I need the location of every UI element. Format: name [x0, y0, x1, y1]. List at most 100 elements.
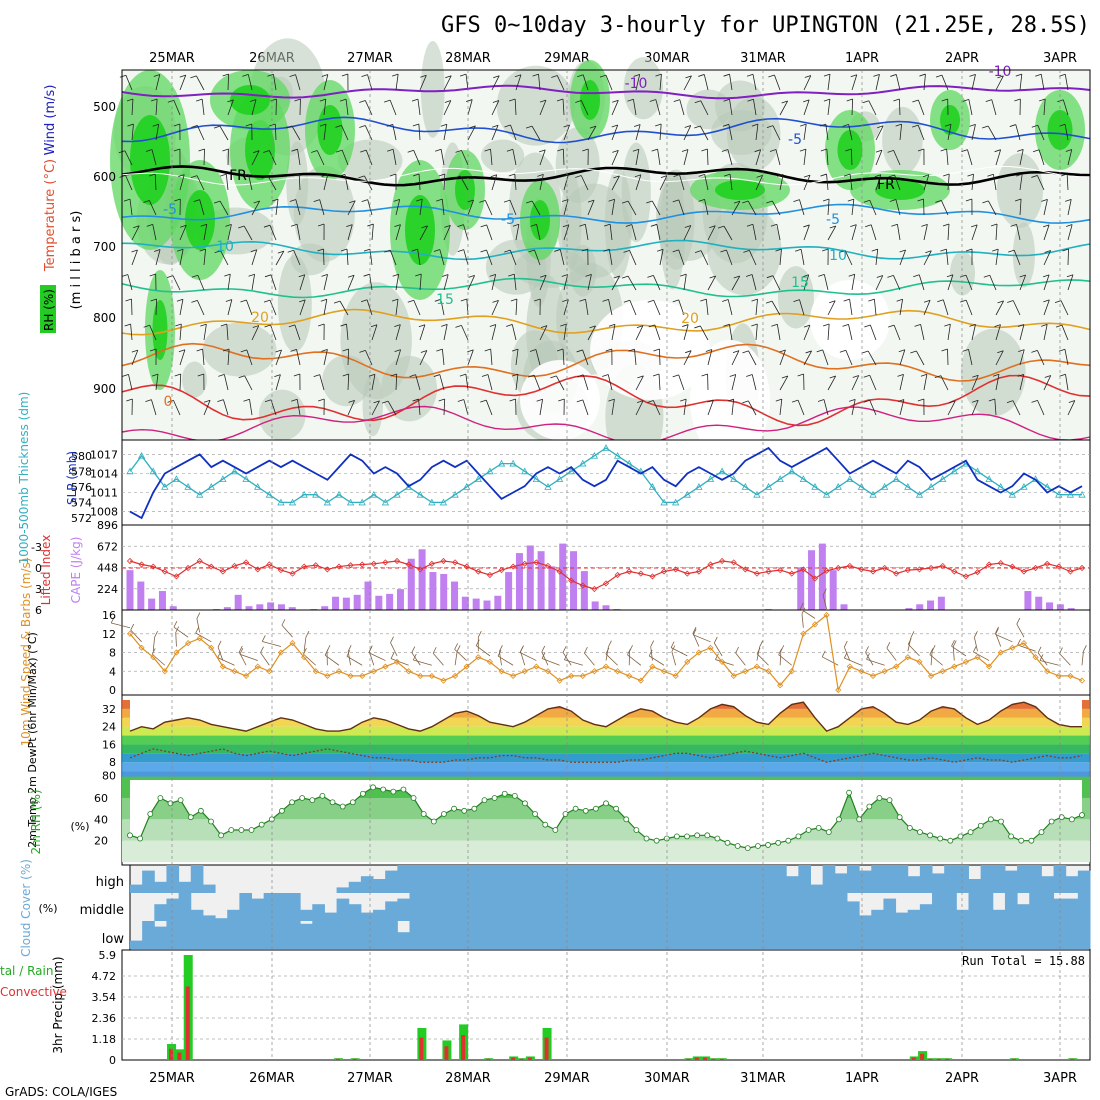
wind-barb-flag: [891, 223, 898, 227]
wind-barb: [461, 150, 469, 166]
wind-barb-flag: [152, 123, 159, 127]
wind-barb-flag: [393, 199, 400, 202]
cloud-bar: [652, 921, 666, 949]
wind-barb-10m-feather: [217, 640, 222, 648]
wind-barb: [514, 174, 517, 191]
cloud-bar: [458, 865, 471, 893]
wind-barb: [1067, 400, 1076, 416]
wind-barb: [941, 75, 949, 91]
cloud-bar: [883, 921, 897, 949]
wind-barb-flag: [490, 174, 497, 178]
cloud-bar: [433, 865, 447, 893]
thickness-point: [625, 459, 633, 467]
wind-barb: [371, 400, 380, 416]
wind-barb-flag: [868, 298, 875, 302]
wind-barb-flag: [913, 274, 920, 278]
li-point: [637, 570, 644, 577]
wind-barb-flag: [562, 174, 569, 177]
wind-barb: [827, 300, 836, 316]
wind-barb-flag: [612, 149, 619, 153]
wind-barb: [987, 125, 997, 141]
wind-point: [962, 658, 969, 665]
wind-barb: [491, 75, 500, 91]
wind-barb: [1065, 374, 1069, 391]
wind-point: [858, 668, 865, 675]
cloud-bar: [822, 921, 836, 949]
wind-barb: [971, 375, 979, 391]
wind-barb: [995, 149, 1002, 166]
wind-barb: [371, 374, 376, 391]
wind-barb-flag: [804, 75, 811, 78]
wind-barb-flag: [863, 399, 870, 403]
wind-barb: [227, 73, 230, 91]
wind-barb: [827, 375, 837, 391]
wind-barb: [323, 274, 328, 291]
wind-barb: [269, 300, 277, 316]
cloud-bar: [1004, 921, 1018, 949]
wind-barb: [1064, 124, 1069, 141]
wind-barb: [395, 224, 401, 241]
wind-barb-flag: [409, 374, 416, 377]
li-point: [719, 557, 726, 565]
cloud-bar: [713, 893, 726, 921]
slp-ylabel-left: 1000-500mb Thickness (dm): [17, 392, 31, 565]
wind-point: [916, 658, 923, 665]
cloud-bar: [992, 865, 1006, 893]
wind-barb: [413, 300, 421, 316]
cloud-bar: [956, 921, 969, 949]
wind-barb: [131, 99, 134, 116]
wind-barb-flag: [480, 224, 487, 228]
rh-point: [1018, 837, 1025, 844]
wind-barb: [611, 399, 615, 416]
temp-contour: [121, 203, 1091, 224]
wind-barb-flag: [563, 124, 570, 128]
wind-barb-flag: [921, 223, 928, 227]
wind-point: [382, 663, 389, 670]
wind-barb-flag: [1066, 274, 1074, 278]
wind-barb-flag: [512, 223, 520, 227]
thickness-point: [242, 475, 250, 483]
wind-barb: [179, 249, 184, 266]
wind-barb: [273, 74, 277, 91]
wind-barb: [563, 324, 567, 341]
temp-ylabel: 2m Temp 2m DewPt (6hr Min/Max) (°C): [26, 632, 39, 848]
cape-bar: [429, 572, 437, 610]
cloud-bar: [421, 921, 435, 949]
wind-barb-flag: [685, 75, 692, 79]
cloud-bar: [555, 921, 568, 949]
wind-barb-flag: [602, 374, 609, 377]
wind-barb: [539, 325, 548, 341]
slp-tick: 1011: [90, 487, 118, 500]
wind-barb: [203, 148, 205, 166]
li-point: [684, 570, 691, 577]
wind-barb: [947, 274, 954, 291]
wind-barb-flag: [960, 299, 967, 303]
wind-barb-flag: [249, 99, 257, 102]
wind-point: [335, 668, 343, 675]
cloud-bar: [1041, 921, 1055, 949]
li-point: [893, 570, 900, 577]
wind-barb-10m: [196, 618, 201, 633]
wind-barb-flag: [672, 199, 679, 203]
wind-barb: [875, 150, 883, 166]
wind-barb-flag: [941, 348, 948, 352]
wind-barb: [246, 349, 253, 366]
wind-barb-flag: [705, 349, 713, 352]
wind-barb-flag: [291, 398, 298, 402]
wind-barb-flag: [576, 349, 583, 353]
wind-barb: [267, 175, 277, 191]
wind-barb-flag: [887, 324, 895, 328]
wind-barb: [323, 299, 328, 316]
wind-barb-flag: [800, 123, 807, 127]
wind-barb-flag: [992, 373, 1000, 377]
wind-barb-flag: [287, 249, 294, 253]
wind-barb-flag: [1042, 224, 1050, 228]
wind-barb-flag: [539, 99, 547, 103]
rh-point: [481, 797, 488, 804]
thickness-point: [555, 475, 564, 483]
li-point: [753, 570, 760, 577]
temp-contour: [121, 405, 1091, 445]
wind-barb: [678, 299, 685, 316]
wind-barb-flag: [407, 299, 414, 303]
wind-barb-flag: [416, 198, 423, 202]
